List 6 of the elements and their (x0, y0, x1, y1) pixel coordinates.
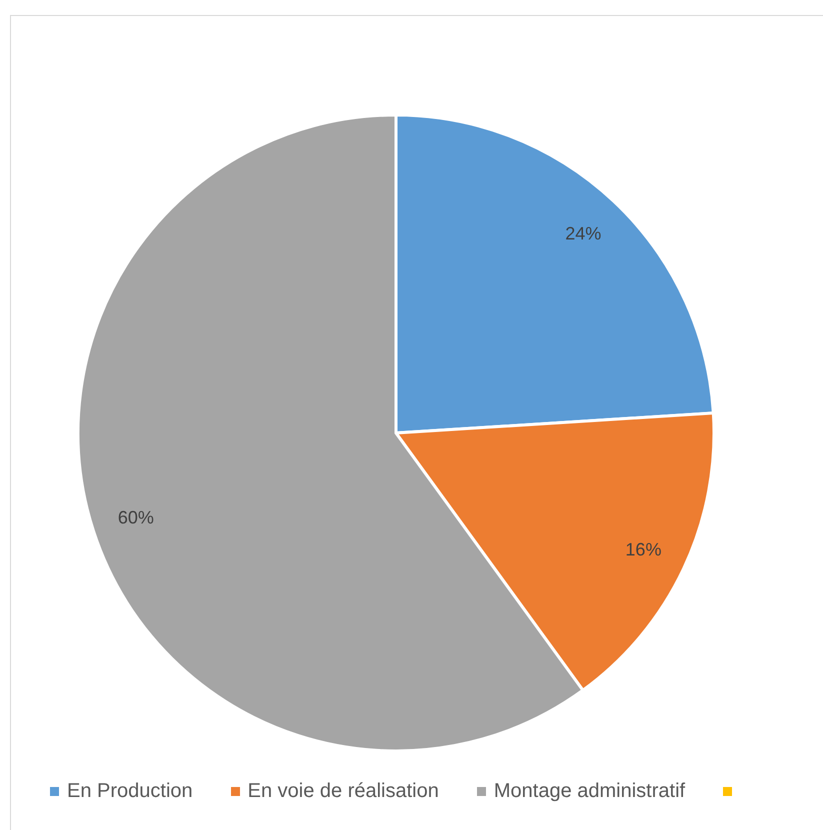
data-label: 16% (625, 539, 662, 560)
legend-label: En voie de réalisation (248, 780, 439, 803)
legend-label: Montage administratif (494, 780, 686, 803)
data-label: 24% (565, 224, 602, 244)
data-label: 60% (118, 508, 154, 528)
legend-label: En Production (67, 780, 193, 803)
